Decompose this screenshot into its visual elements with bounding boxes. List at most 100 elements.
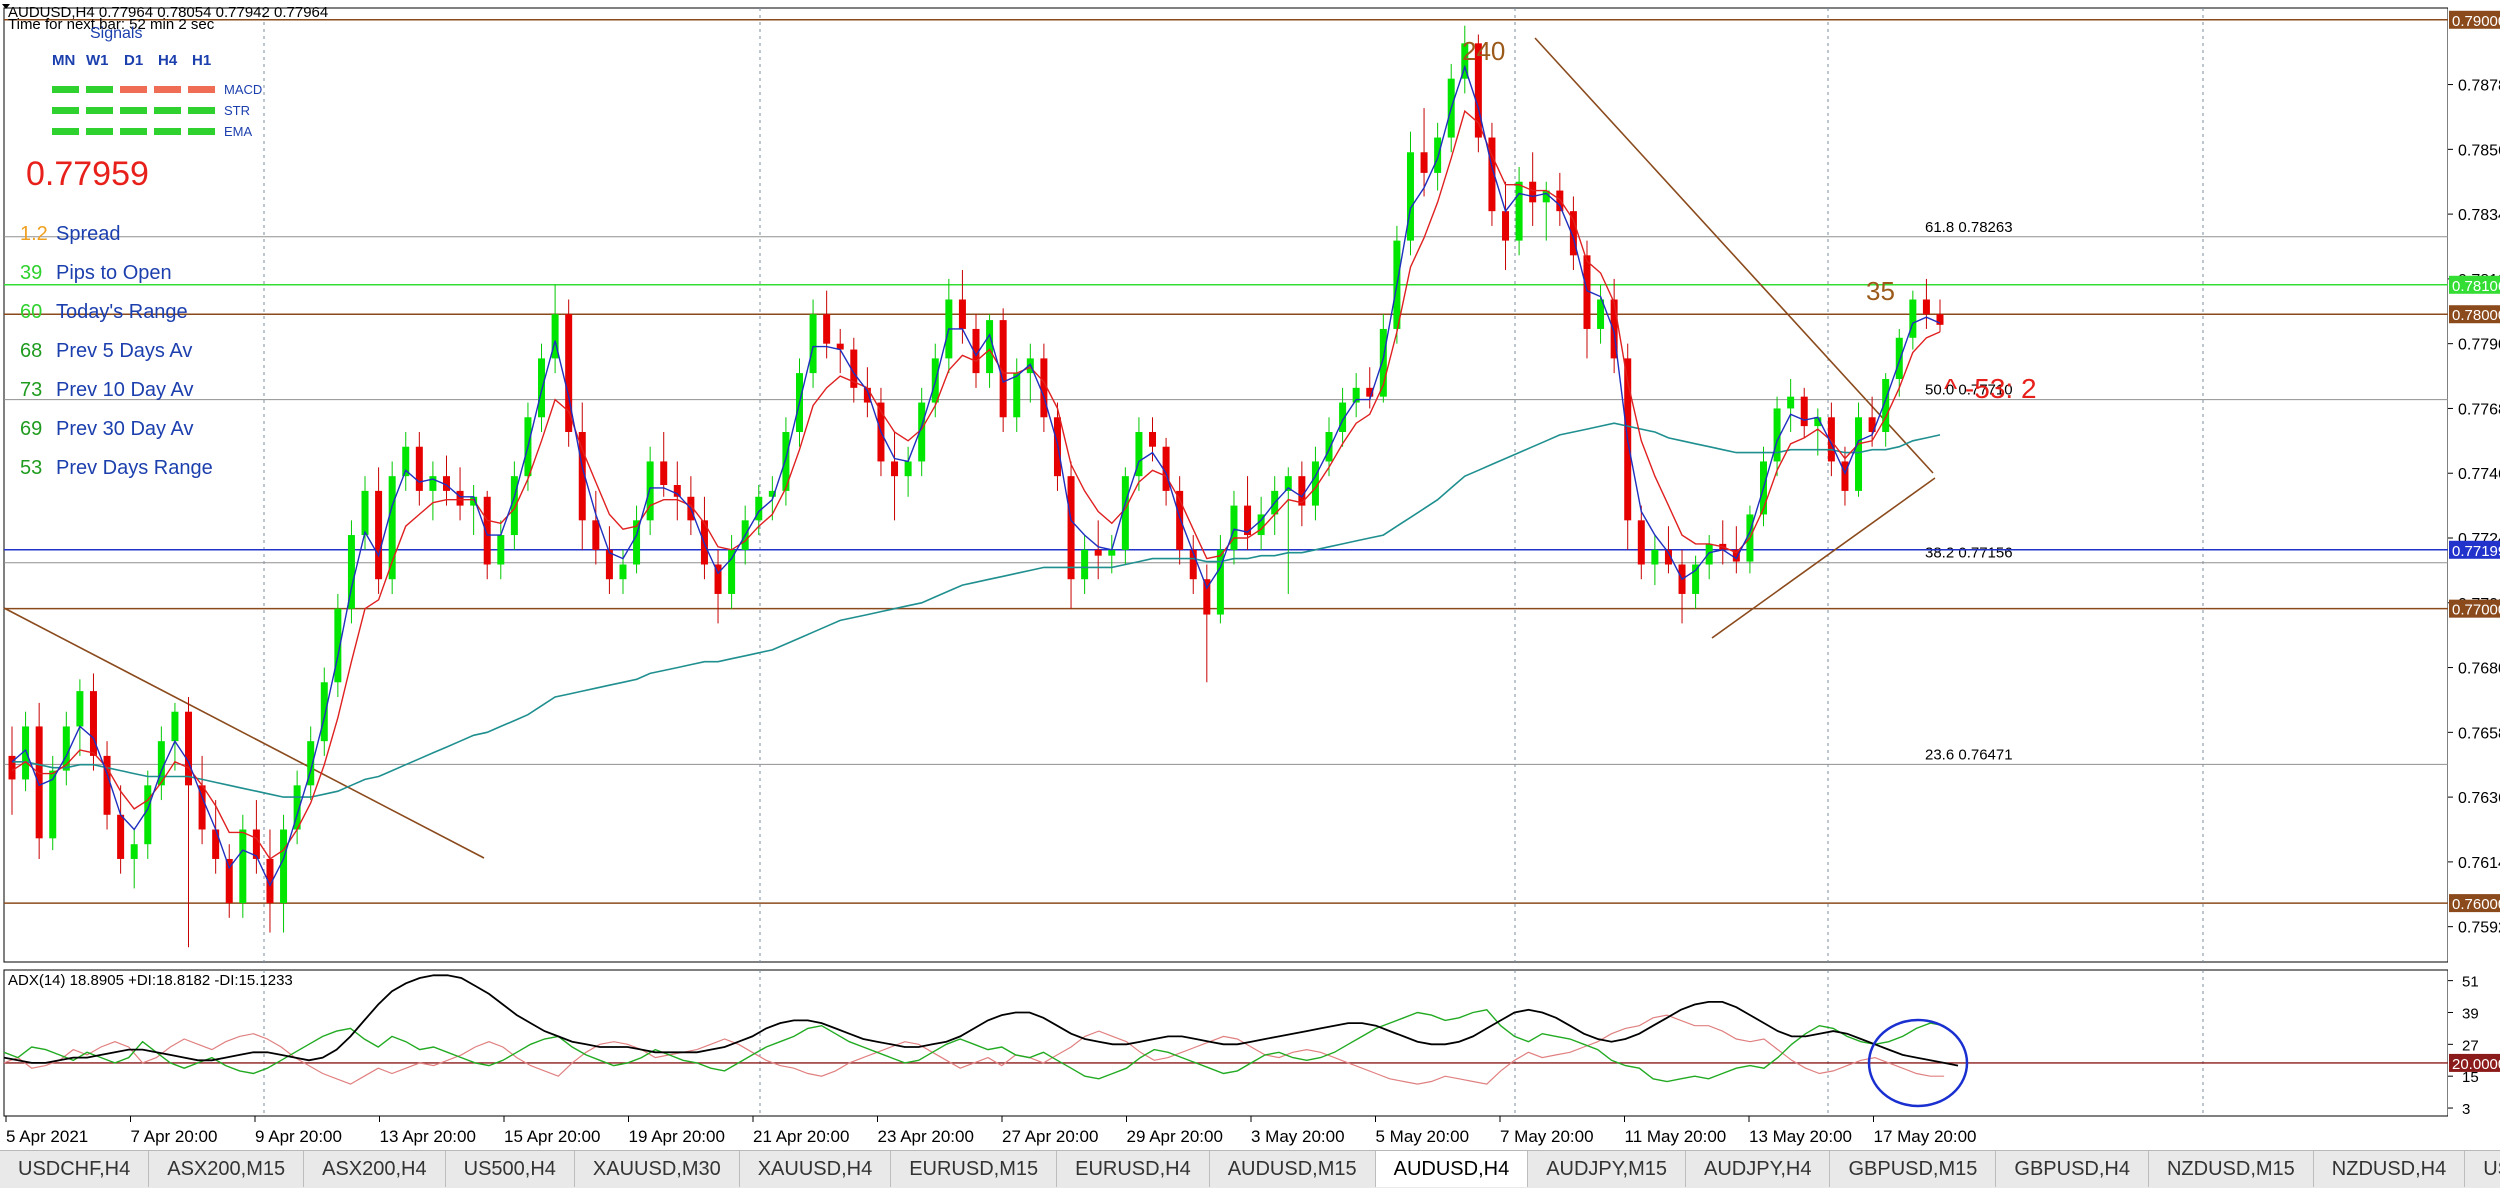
candle-body [1909,300,1916,338]
candle-body [986,320,993,373]
signal-cell [188,107,215,114]
time-tick-label: 5 Apr 2021 [6,1127,88,1146]
candle-body [375,491,382,579]
tf-label: MN [52,52,75,69]
signal-cell [154,107,181,114]
candle-body [457,491,464,506]
price-tick-label: 0.78560 [2458,142,2500,159]
tab-eurusd-h4[interactable]: EURUSD,H4 [1057,1151,1210,1187]
tab-usdjpy-m15[interactable]: USDJPY,M15 [2465,1151,2500,1187]
candle-body [619,565,626,580]
info-label: Prev Days Range [50,457,213,479]
tab-audusd-h4[interactable]: AUDUSD,H4 [1376,1151,1529,1187]
candle-body [1529,182,1536,203]
tab-eurusd-m15[interactable]: EURUSD,M15 [891,1151,1057,1187]
candle-body [592,520,599,549]
price-level-tag-label: 0.77199 [2452,543,2500,560]
candle-body [1502,211,1509,240]
candle-body [144,785,151,844]
tab-asx200-m15[interactable]: ASX200,M15 [149,1151,304,1187]
signal-cell [52,107,79,114]
price-tick-label: 0.76800 [2458,661,2500,678]
candle-body [1787,397,1794,409]
signals-title: Signals [90,25,142,43]
candle-body [212,830,219,859]
candle-body [728,550,735,594]
signal-cell [154,128,181,135]
candle-body [1434,138,1441,173]
candle-body [538,358,545,417]
candle-body [239,830,246,904]
candle-body [497,535,504,564]
time-tick-label: 9 Apr 20:00 [255,1127,342,1146]
signal-cell [188,128,215,135]
candle-body [185,712,192,786]
signal-cell [154,86,181,93]
tab-us500-h4[interactable]: US500,H4 [446,1151,575,1187]
tab-audusd-m15[interactable]: AUDUSD,M15 [1210,1151,1376,1187]
price-axis-bg [2448,0,2500,1130]
time-tick-label: 21 Apr 20:00 [753,1127,849,1146]
candle-body [1937,314,1944,325]
candle-body [1298,476,1305,505]
info-num: 39 [20,254,50,293]
tab-xauusd-m30[interactable]: XAUUSD,M30 [575,1151,740,1187]
signal-cell [86,128,113,135]
candle-body [117,815,124,859]
candle-body [1081,550,1088,579]
price-tick-label: 0.76140 [2458,855,2500,872]
candle-body [1692,565,1699,594]
info-num: 68 [20,332,50,371]
tf-label: W1 [86,52,109,69]
price-level-tag-label: 0.78106 [2452,278,2500,295]
time-tick-label: 15 Apr 20:00 [504,1127,600,1146]
info-label: Prev 30 Day Av [50,418,193,440]
annotation-35: 35 [1866,276,1895,306]
candle-body [1108,550,1115,556]
candle-body [1556,191,1563,212]
adx-tick-label: 39 [2462,1005,2479,1022]
price-tick-label: 0.77680 [2458,401,2500,418]
time-tick-label: 13 May 20:00 [1749,1127,1852,1146]
signal-cell [188,86,215,93]
tab-usdchf-h4[interactable]: USDCHF,H4 [0,1151,149,1187]
tab-audjpy-h4[interactable]: AUDJPY,H4 [1686,1151,1830,1187]
tf-label: H1 [192,52,211,69]
candle-body [1923,300,1930,315]
candle-body [1013,373,1020,417]
main-pane-frame [4,8,2448,962]
candle-body [660,461,667,485]
price-tick-label: 0.77460 [2458,466,2500,483]
adx-tick-label: 51 [2462,974,2479,991]
candle-body [959,300,966,329]
candle-body [905,461,912,476]
candle-body [1326,432,1333,461]
tab-nzdusd-m15[interactable]: NZDUSD,M15 [2149,1151,2314,1187]
candle-body [280,830,287,904]
tab-audjpy-m15[interactable]: AUDJPY,M15 [1528,1151,1686,1187]
candle-body [565,314,572,432]
tab-gbpusd-m15[interactable]: GBPUSD,M15 [1830,1151,1996,1187]
candle-body [321,682,328,741]
fib-label: 61.8 0.78263 [1925,219,2013,236]
price-tick-label: 0.75920 [2458,920,2500,937]
signal-row-label: MACD [224,82,262,97]
tab-asx200-h4[interactable]: ASX200,H4 [304,1151,446,1187]
signal-row-label: EMA [224,124,253,139]
tab-xauusd-h4[interactable]: XAUUSD,H4 [740,1151,891,1187]
adx-tick-label: 27 [2462,1037,2479,1054]
tab-gbpusd-h4[interactable]: GBPUSD,H4 [1996,1151,2149,1187]
candle-body [416,447,423,491]
candle-body [76,691,83,726]
tab-nzdusd-h4[interactable]: NZDUSD,H4 [2314,1151,2465,1187]
candle-body [1095,550,1102,556]
info-num: 53 [20,449,50,488]
candle-body [131,844,138,859]
